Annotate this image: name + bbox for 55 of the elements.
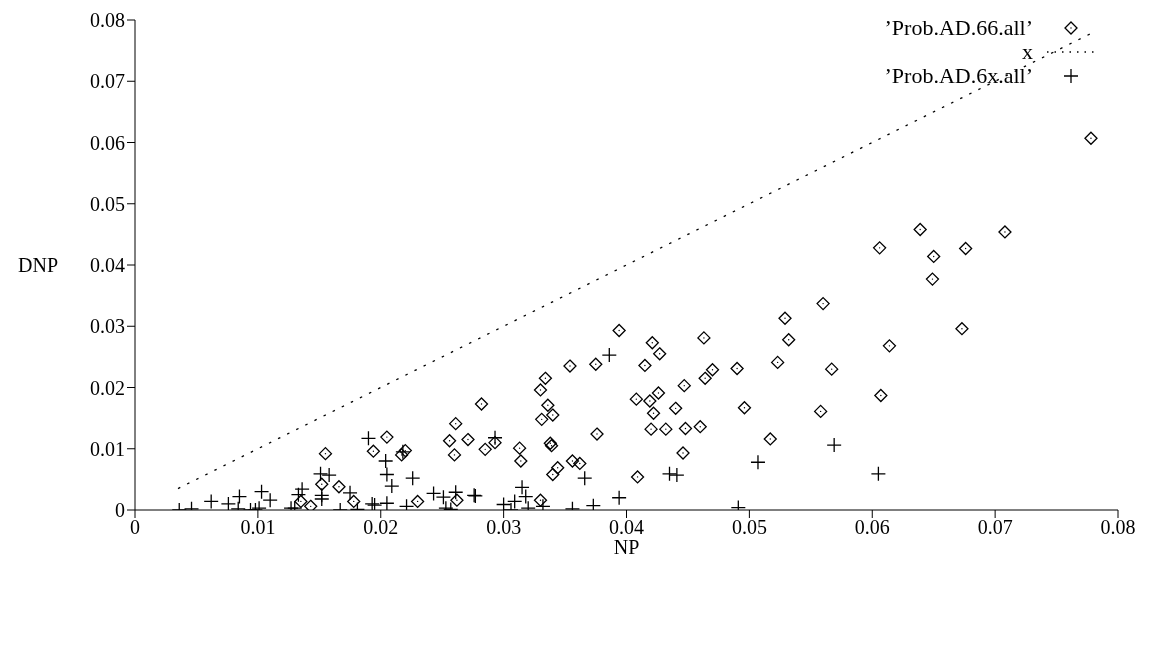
point: [514, 479, 530, 495]
point: [425, 485, 442, 502]
y-tick-label: 0.04: [90, 254, 125, 277]
x-tick-label: 0.02: [363, 516, 399, 539]
y-tick-label: 0.05: [90, 192, 125, 215]
point: [518, 488, 534, 505]
y-tick-label: 0.06: [90, 131, 125, 154]
point: [384, 478, 400, 494]
point: [487, 430, 503, 446]
point: [290, 487, 307, 503]
y-tick-label: 0: [115, 499, 125, 522]
point: [312, 466, 329, 482]
x-axis-title: NP: [613, 536, 640, 558]
point: [507, 493, 523, 510]
point: [220, 496, 237, 510]
point: [448, 484, 464, 500]
point: [405, 470, 421, 486]
point: [342, 485, 358, 501]
y-axis-title: DNP: [18, 254, 59, 277]
y-tick-label: 0.03: [90, 315, 125, 338]
point: [669, 467, 685, 483]
legend-label: ’Prob.AD.66.all’: [884, 15, 1033, 40]
y-tick-label: 0.07: [90, 70, 125, 93]
point: [435, 489, 452, 505]
point: [585, 498, 601, 510]
point: [826, 437, 842, 453]
point: [661, 466, 678, 482]
y-tick-label: 0.08: [90, 9, 125, 32]
point: [360, 430, 377, 446]
point: [231, 488, 248, 505]
x-tick-label: 0.01: [240, 516, 276, 539]
point: [601, 347, 617, 363]
y-tick-label: 0.01: [90, 437, 125, 460]
x-tick-label: 0: [130, 516, 140, 539]
point: [395, 444, 411, 460]
x-tick-label: 0.06: [854, 516, 890, 539]
x-tick-label: 0.07: [977, 516, 1013, 539]
legend-label: x: [1022, 39, 1033, 64]
point: [314, 491, 330, 507]
point: [750, 454, 766, 470]
point: [294, 481, 310, 497]
point: [611, 490, 627, 506]
point: [577, 470, 593, 486]
point: [203, 493, 219, 510]
point: [321, 467, 337, 483]
legend-label: ’Prob.AD.6x.all’: [884, 63, 1033, 88]
x-tick-label: 0.05: [731, 516, 767, 539]
point: [379, 495, 395, 510]
x-tick-label: 0.08: [1100, 516, 1136, 539]
x-tick-label: 0.04: [609, 516, 644, 539]
point: [379, 466, 395, 483]
x-tick-label: 0.03: [486, 516, 522, 539]
point: [378, 453, 394, 469]
point: [870, 466, 887, 482]
y-tick-label: 0.02: [90, 376, 125, 399]
